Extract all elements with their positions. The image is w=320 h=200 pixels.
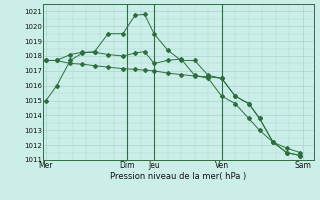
X-axis label: Pression niveau de la mer( hPa ): Pression niveau de la mer( hPa ) [110, 172, 246, 181]
